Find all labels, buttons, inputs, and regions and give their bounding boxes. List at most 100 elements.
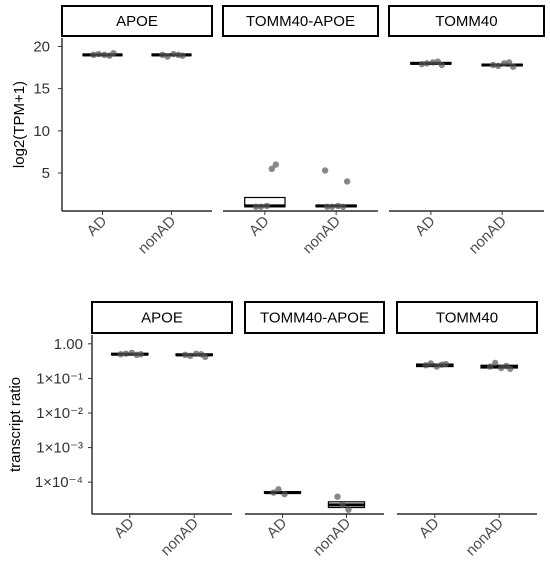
data-point xyxy=(182,351,189,359)
data-point xyxy=(281,490,288,498)
panel-title: TOMM40-APOE xyxy=(246,13,355,30)
data-point xyxy=(498,364,505,372)
data-point xyxy=(339,501,346,509)
panel-tomm40: TOMM40 AD nonAD xyxy=(388,5,545,258)
data-point xyxy=(494,62,502,70)
data-point xyxy=(90,51,97,59)
data-point xyxy=(339,203,347,210)
data-point xyxy=(137,351,144,358)
data-point xyxy=(438,61,446,69)
data-point xyxy=(343,178,351,185)
x-tick-label: nonAD xyxy=(310,515,355,560)
y-axis-label: transcript ratio xyxy=(7,377,24,472)
x-tick-label: nonAD xyxy=(300,213,345,258)
y-tick-label: 20 xyxy=(33,38,50,55)
data-point xyxy=(427,360,434,367)
data-point xyxy=(159,51,166,59)
data-point xyxy=(270,489,277,496)
data-point xyxy=(252,203,260,210)
panel-tomm40-apoe: TOMM40-APOE AD nonAD xyxy=(244,301,385,560)
x-tick-label: AD xyxy=(111,515,138,542)
data-point xyxy=(193,350,200,357)
data-point xyxy=(187,352,194,360)
data-point xyxy=(257,203,265,210)
data-point xyxy=(487,363,494,370)
data-point xyxy=(492,359,499,367)
y-tick-label: 1×10⁻¹ xyxy=(36,370,83,387)
x-tick-label: nonAD xyxy=(466,213,511,258)
data-point xyxy=(128,349,135,357)
data-point xyxy=(117,351,125,358)
y-tick-label: 5 xyxy=(42,165,50,182)
data-point xyxy=(179,52,186,59)
box-ad xyxy=(82,49,123,59)
x-tick-label: AD xyxy=(412,213,439,240)
panel-title: TOMM40 xyxy=(436,310,498,327)
y-tick-label: 1×10⁻² xyxy=(36,405,83,422)
panel-tomm40: TOMM40 AD nonAD xyxy=(396,301,538,560)
panel-apoe: APOE 1.00 1×10⁻¹ 1×10⁻² 1×10⁻³ 1×10⁻⁴ AD nonAD xyxy=(35,301,233,559)
data-point xyxy=(328,203,336,210)
data-point xyxy=(268,165,276,173)
y-tick-label: 15 xyxy=(33,81,50,98)
y-tick-label: 10 xyxy=(33,123,50,140)
box-ad xyxy=(410,58,452,69)
panel-title: TOMM40 xyxy=(435,13,497,30)
data-point xyxy=(110,49,117,57)
panel-apoe: APOE 5 10 15 20 AD nonAD xyxy=(33,5,213,258)
x-tick-label: nonAD xyxy=(463,515,508,560)
data-point xyxy=(334,493,341,500)
panel-strip xyxy=(388,5,545,37)
panel-strip xyxy=(222,5,379,37)
data-point xyxy=(272,161,280,168)
box-nonad xyxy=(481,59,523,70)
data-point xyxy=(164,53,171,60)
data-point xyxy=(429,59,437,66)
data-point xyxy=(101,51,108,59)
x-tick-label: AD xyxy=(264,515,291,542)
data-point xyxy=(170,50,177,58)
x-tick-label: AD xyxy=(84,213,111,240)
box-ad xyxy=(110,349,149,359)
y-tick-label: 1×10⁻⁴ xyxy=(35,474,83,491)
data-point xyxy=(202,353,209,361)
data-point xyxy=(442,360,449,368)
y-tick-label: 1.00 xyxy=(54,336,83,353)
panel-strip xyxy=(396,301,538,334)
data-point xyxy=(422,362,429,369)
data-point xyxy=(275,486,282,493)
data-point xyxy=(263,202,271,210)
data-point xyxy=(418,60,426,68)
x-tick-label: AD xyxy=(246,213,273,240)
data-point xyxy=(334,202,342,210)
x-tick-label: nonAD xyxy=(135,213,180,258)
data-point xyxy=(122,350,129,357)
panel-title: TOMM40-APOE xyxy=(260,310,369,327)
data-point xyxy=(321,167,329,174)
panel-strip xyxy=(91,301,233,334)
data-point xyxy=(489,61,497,69)
panel-title: APOE xyxy=(141,310,183,327)
data-point xyxy=(433,363,440,370)
y-tick-label: 1×10⁻³ xyxy=(36,440,83,457)
box-ad xyxy=(416,360,454,370)
panel-strip xyxy=(61,5,213,37)
panel-strip xyxy=(244,301,385,334)
panel-tomm40-apoe: TOMM40-APOE AD nonAD xyxy=(222,5,379,258)
box-ad xyxy=(244,161,286,210)
box-nonad xyxy=(480,359,519,372)
data-point xyxy=(423,60,431,67)
data-point xyxy=(95,50,102,58)
bottom-chart: transcript ratio APOE 1.00 1×10⁻¹ 1×10⁻² 1×10… xyxy=(7,301,538,560)
data-point xyxy=(507,365,514,372)
box-nonad xyxy=(175,350,214,361)
y-axis-label: log2(TPM+1) xyxy=(11,81,28,168)
box-nonad xyxy=(151,50,192,60)
box-ad xyxy=(263,486,302,498)
data-point xyxy=(345,506,352,513)
x-tick-label: AD xyxy=(416,515,443,542)
data-point xyxy=(509,63,517,70)
box-nonad xyxy=(315,167,357,210)
